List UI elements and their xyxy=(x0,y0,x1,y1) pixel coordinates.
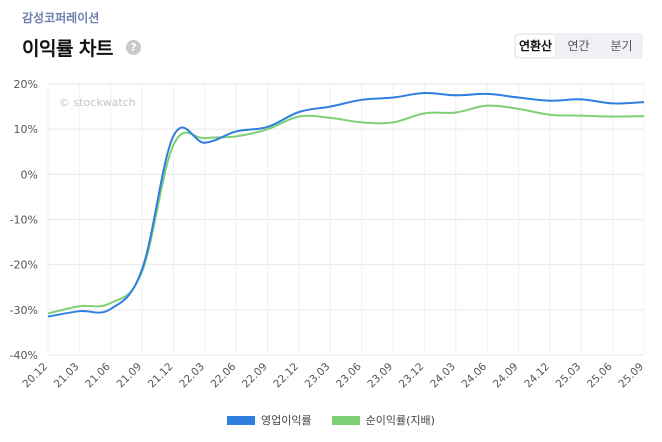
x-tick-label: 24.06 xyxy=(460,360,490,390)
x-tick-label: 22.09 xyxy=(240,361,270,391)
x-tick-label: 24.03 xyxy=(428,361,458,391)
y-tick-label: -30% xyxy=(10,304,38,317)
x-tick-label: 22.06 xyxy=(209,360,239,390)
y-tick-label: 20% xyxy=(14,78,38,91)
tab-annualized[interactable]: 연환산 xyxy=(516,35,555,57)
x-tick-label: 21.12 xyxy=(146,361,176,391)
chart-legend: 영업이익률 순이익률(지배) xyxy=(0,412,662,428)
watermark: © stockwatch xyxy=(59,96,136,109)
legend-label-operating: 영업이익률 xyxy=(261,414,312,427)
help-icon[interactable]: ? xyxy=(126,40,141,55)
x-tick-label: 24.09 xyxy=(491,361,521,391)
x-tick-label: 21.06 xyxy=(83,360,113,390)
legend-swatch-operating xyxy=(227,415,256,425)
x-tick-label: 23.06 xyxy=(334,360,364,390)
period-tabs: 연환산 연간 분기 xyxy=(514,33,643,59)
page-title: 이익률 차트 xyxy=(22,38,114,60)
x-tick-label: 24.12 xyxy=(522,361,552,391)
x-tick-label: 21.03 xyxy=(52,361,82,391)
tab-annual[interactable]: 연간 xyxy=(567,39,590,53)
series-line-operating-margin xyxy=(47,92,645,318)
x-tick-label: 25.03 xyxy=(554,361,584,391)
tab-quarter[interactable]: 분기 xyxy=(610,39,633,53)
legend-swatch-net xyxy=(331,415,360,425)
x-tick-label: 22.03 xyxy=(177,361,207,391)
x-tick-label: 23.12 xyxy=(397,361,427,391)
x-tick-label: 21.09 xyxy=(114,361,144,391)
x-tick-label: 22.12 xyxy=(271,361,301,391)
x-tick-label: 25.09 xyxy=(616,361,646,391)
company-name: 감성코퍼레이션 xyxy=(22,11,100,25)
x-tick-label: 23.03 xyxy=(303,361,333,391)
y-tick-label: -40% xyxy=(10,349,38,362)
y-tick-label: -10% xyxy=(10,214,38,227)
x-tick-label: 23.09 xyxy=(365,361,395,391)
y-tick-label: 0% xyxy=(21,168,38,181)
x-tick-label: 20.12 xyxy=(20,361,50,391)
y-tick-label: 10% xyxy=(14,123,38,136)
margin-line-chart: 20%10%0%-10%-20%-30%-40%20.12 21.03 21.06 2… xyxy=(10,78,647,391)
legend-item-net[interactable]: 순이익률(지배) xyxy=(331,412,435,428)
legend-label-net: 순이익률(지배) xyxy=(365,414,435,427)
y-tick-label: -20% xyxy=(10,259,38,272)
x-tick-label: 25.06 xyxy=(585,360,615,390)
legend-item-operating[interactable]: 영업이익률 xyxy=(227,412,312,428)
